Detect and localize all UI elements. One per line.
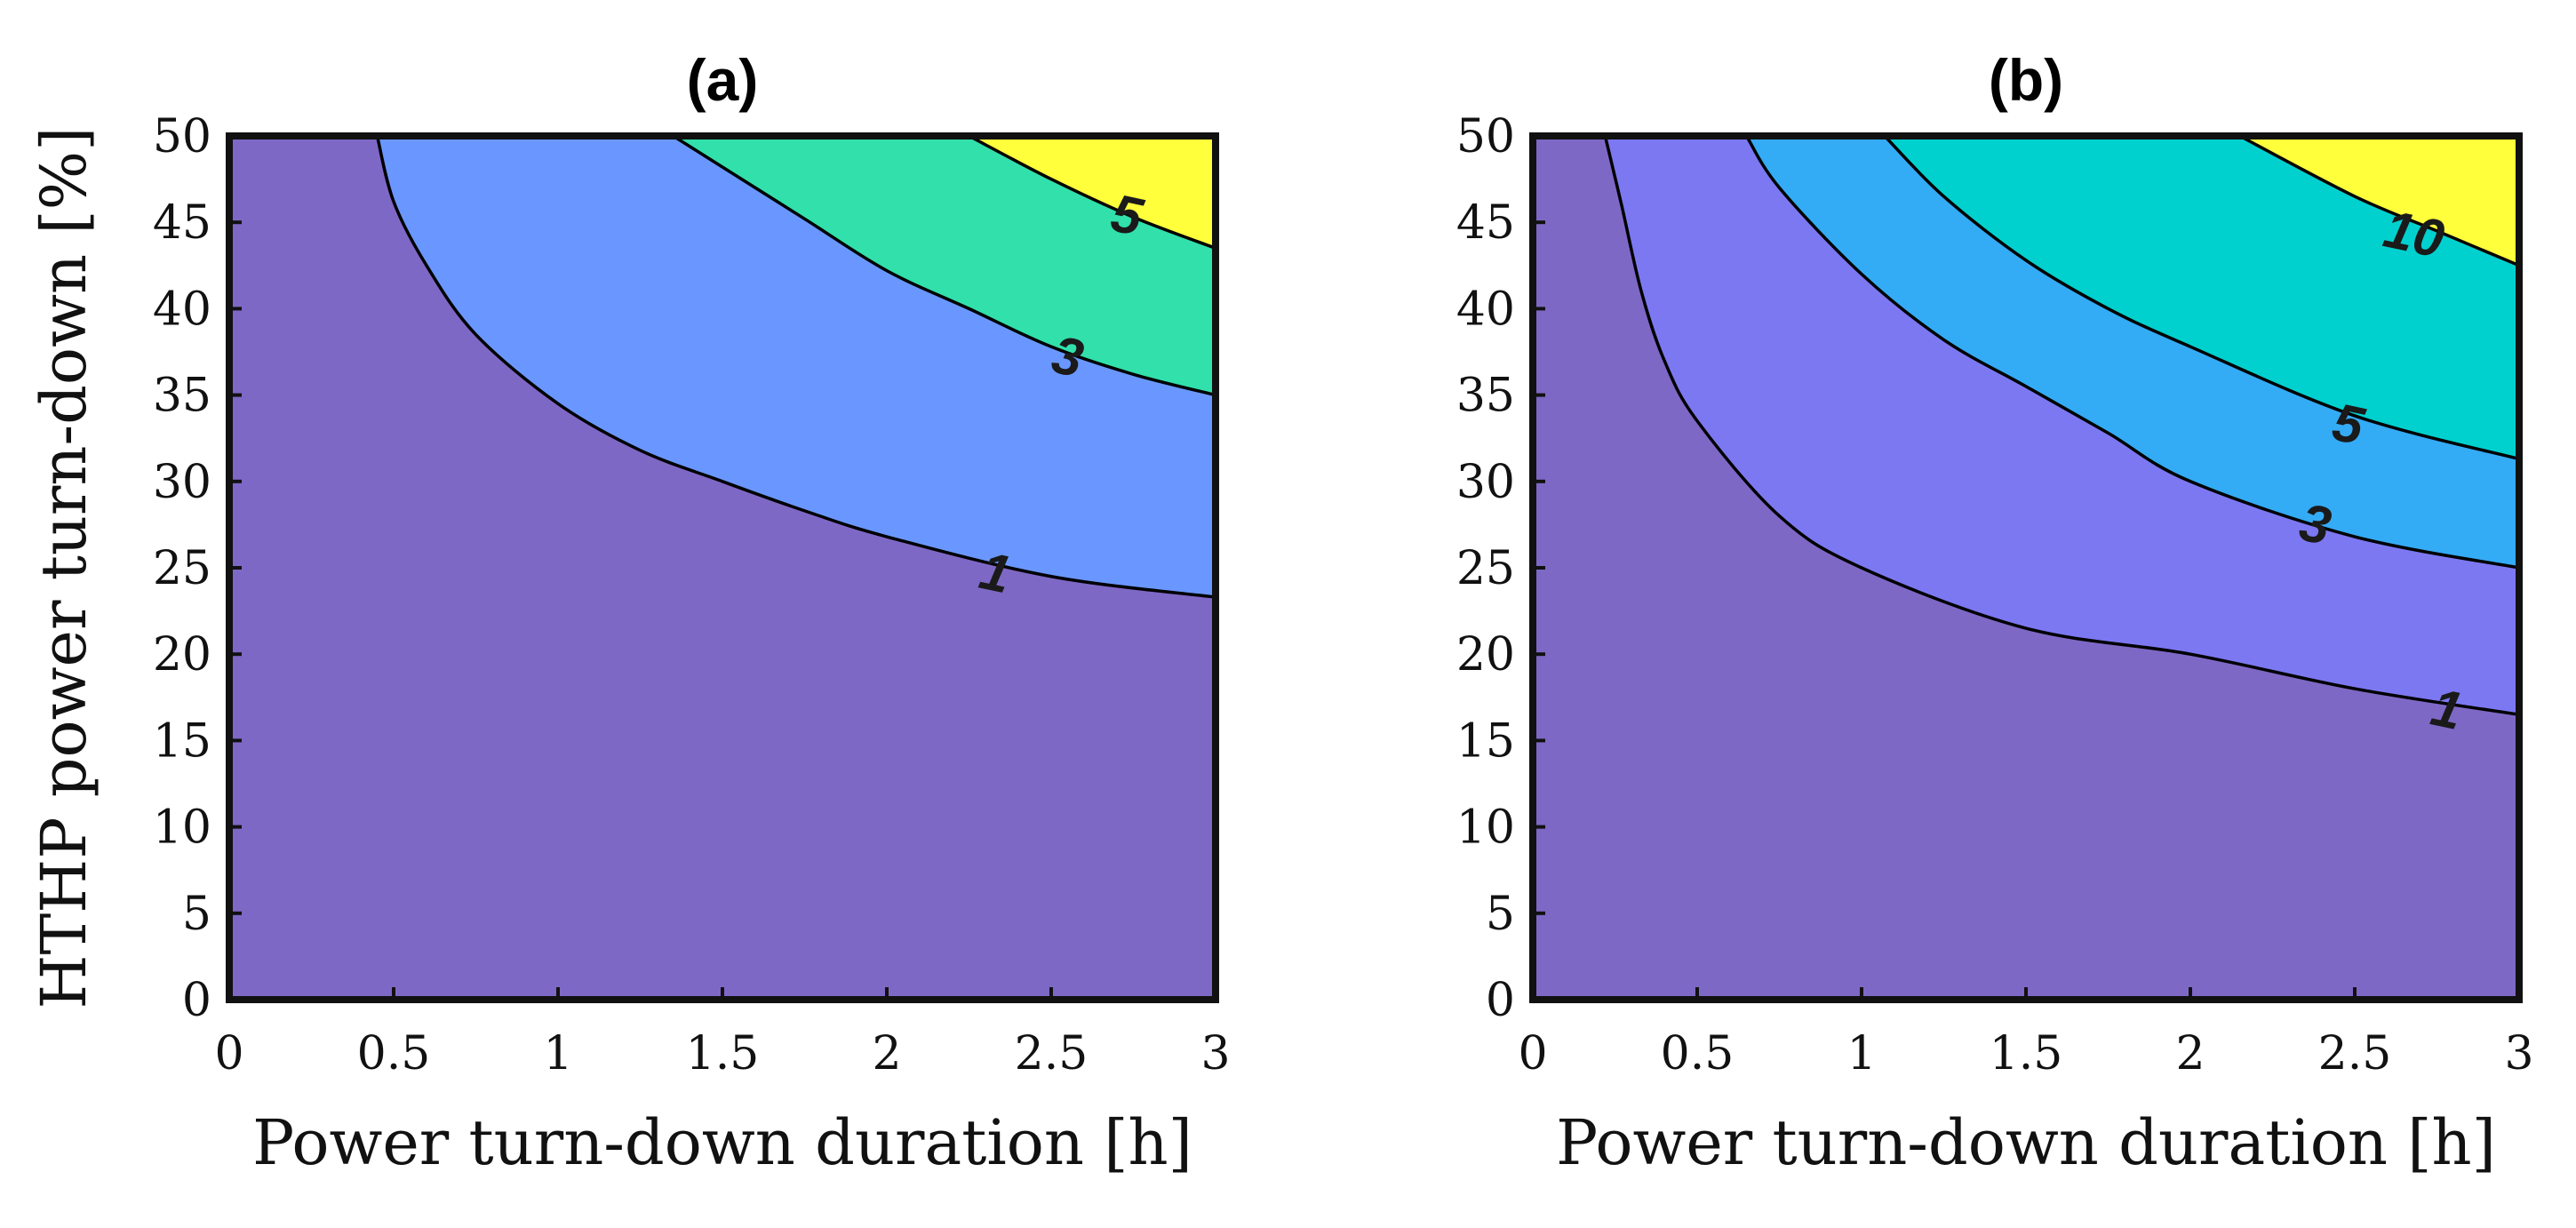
panel-a-y-tick-label: 15	[153, 714, 211, 768]
panel-a-region-level-3	[673, 136, 1216, 395]
panel-b-contour-line-1	[1603, 136, 2519, 716]
panel-b-x-tick-label: 3	[2504, 1027, 2533, 1080]
panel-b-y-tick-label: 20	[1456, 628, 1515, 682]
panel-a-title: (a)	[687, 47, 759, 113]
panel-b-y-tick-label: 35	[1456, 370, 1515, 423]
panel-a-y-tick-label: 30	[153, 456, 211, 509]
panel-b-x-axis-label: Power turn-down duration [h]	[1556, 1106, 2496, 1179]
panel-b-contour-line-3	[1745, 136, 2519, 570]
panel-a-plot-area: 135	[229, 136, 1216, 1000]
panel-b-x-tick-label: 2	[2175, 1027, 2205, 1080]
panel-a-x-tick-label: 0.5	[357, 1027, 431, 1080]
panel-a-contour-line-5	[968, 136, 1216, 250]
panel-a-contour-line-1	[375, 136, 1216, 599]
panel-a-y-tick-label: 35	[153, 370, 211, 423]
panel-a-y-tick-label: 50	[153, 110, 211, 163]
panel-b-contour-line-10	[2238, 136, 2519, 267]
panel-a-y-tick-label: 40	[153, 283, 211, 336]
panel-b-y-tick-label: 15	[1456, 714, 1515, 768]
panel-b-y-tick-label: 5	[1486, 888, 1515, 941]
panel-a-y-tick-label: 20	[153, 628, 211, 682]
panel-b-y-tick-label: 0	[1486, 974, 1515, 1027]
panel-b-contour-label-10: 10	[2379, 199, 2449, 269]
panel-a-x-tick-label: 2	[872, 1027, 901, 1080]
panel-b-x-tick-label: 1.5	[1990, 1027, 2063, 1080]
panel-a-x-tick-label: 3	[1200, 1027, 1230, 1080]
panel-b-y-tick-label: 30	[1456, 456, 1515, 509]
panel-b-contour-line-5	[1883, 136, 2519, 461]
panel-a-x-tick-label: 2.5	[1015, 1027, 1089, 1080]
panel-b-y-tick-label: 25	[1456, 542, 1515, 595]
panel-b-x-tick-label: 0	[1518, 1027, 1547, 1080]
panel-b-x-tick-label: 2.5	[2318, 1027, 2392, 1080]
panel-a-y-tick-label: 45	[153, 196, 211, 250]
panel-a-x-axis-label: Power turn-down duration [h]	[252, 1106, 1192, 1179]
panel-a-y-tick-label: 0	[182, 974, 211, 1027]
panel-b-y-tick-label: 50	[1456, 110, 1515, 163]
panel-b-title: (b)	[1989, 47, 2063, 113]
panel-b-y-tick-label: 40	[1456, 283, 1515, 336]
panel-b-x-tick-label: 1	[1846, 1027, 1876, 1080]
panel-a-region-level-5	[969, 136, 1216, 249]
panel-a-x-tick-label: 0	[214, 1027, 243, 1080]
panel-b-y-tick-label: 10	[1456, 801, 1515, 855]
panel-a-contour-line-3	[672, 136, 1216, 397]
panel-a-y-tick-label: 25	[153, 542, 211, 595]
panel-a-y-tick-label: 5	[182, 888, 211, 941]
panel-b-y-tick-label: 45	[1456, 196, 1515, 250]
panel-b-x-tick-label: 0.5	[1661, 1027, 1735, 1080]
panel-a-x-tick-label: 1	[543, 1027, 572, 1080]
panel-b-region-level-10	[2239, 136, 2519, 266]
panel-a-y-axis-label: HTHP power turn-down [%]	[28, 127, 100, 1009]
panel-a-y-tick-label: 10	[153, 801, 211, 855]
panel-b-region-level-5	[1884, 136, 2519, 459]
panel-a-x-tick-label: 1.5	[686, 1027, 760, 1080]
